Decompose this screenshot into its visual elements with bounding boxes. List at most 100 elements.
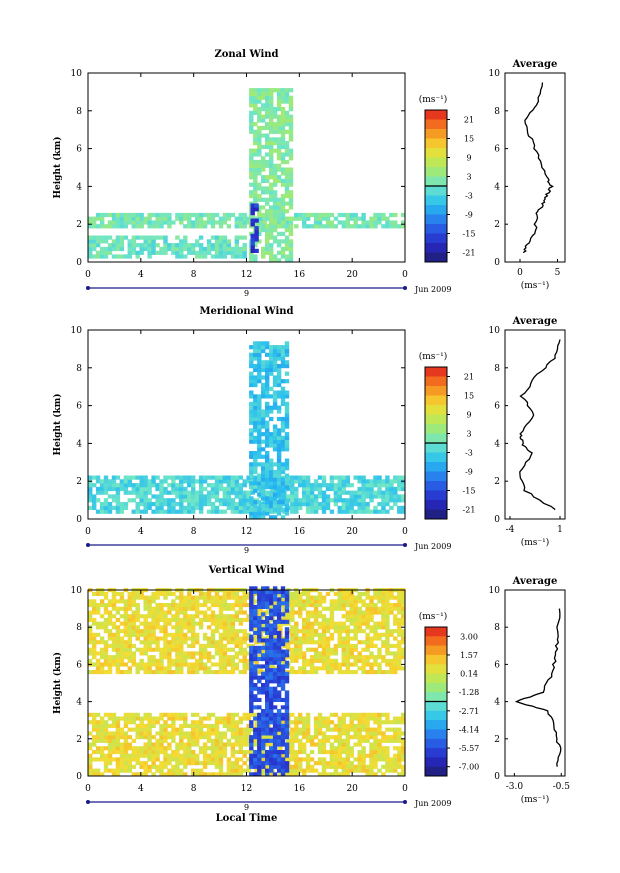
y-tick-label: 6 (76, 145, 82, 155)
heatmap-cell (253, 110, 258, 115)
heatmap-cell (389, 735, 394, 740)
heatmap-cell (269, 141, 274, 146)
heatmap-cell (269, 675, 274, 680)
heatmap-cell (345, 666, 350, 671)
heatmap-cell (365, 486, 370, 492)
heatmap-cell (284, 110, 290, 115)
heatmap-cell (183, 235, 188, 240)
heatmap-cell (269, 197, 274, 202)
heatmap-cell (92, 735, 97, 740)
heatmap-cell (111, 757, 117, 762)
heatmap-cell (284, 761, 290, 766)
heatmap-cell (159, 655, 164, 660)
heatmap-cell (202, 764, 208, 769)
heatmap-cell (401, 742, 406, 747)
heatmap-cell (294, 509, 299, 514)
heatmap-cell (222, 666, 228, 671)
heatmap-cell (337, 483, 342, 488)
heatmap-cell (187, 591, 192, 596)
heatmap-cell (123, 764, 129, 769)
heatmap-cell (401, 772, 406, 777)
heatmap-cell (218, 742, 224, 747)
heatmap-cell (341, 655, 346, 660)
heatmap-cell (284, 742, 290, 747)
heatmap-cell (401, 212, 406, 218)
heatmap-cell (171, 764, 176, 769)
heatmap-cell (230, 606, 236, 611)
heatmap-cell (265, 671, 270, 676)
heatmap-cell (143, 636, 148, 641)
heatmap-cell (131, 753, 136, 758)
heatmap-cell (257, 144, 262, 149)
heatmap-cell (155, 764, 160, 769)
heatmap-cell (302, 216, 307, 221)
heatmap-cell (294, 670, 299, 675)
heatmap-cell (253, 352, 258, 357)
heatmap-cell (261, 454, 266, 459)
heatmap-cell (325, 655, 331, 660)
heatmap-cell (195, 239, 200, 244)
heatmap-cell (218, 509, 224, 514)
heatmap-cell (230, 655, 236, 660)
heatmap-cell (143, 750, 148, 755)
heatmap-cell (265, 409, 270, 414)
heatmap-cell (131, 651, 136, 656)
heatmap-cell (135, 746, 140, 751)
heatmap-cell (269, 653, 274, 658)
heatmap-cell (305, 483, 311, 488)
heatmap-cell (206, 655, 212, 660)
heatmap-cell (345, 224, 350, 229)
heatmap-cell (139, 475, 144, 480)
heatmap-cell (222, 475, 228, 480)
heatmap-cell (191, 614, 196, 619)
heatmap-cell (272, 352, 278, 357)
heatmap-cell (261, 675, 266, 680)
heatmap-cell (214, 220, 220, 225)
heatmap-cell (210, 750, 216, 755)
heatmap-cell (284, 409, 290, 414)
heatmap-cell (257, 768, 262, 773)
heatmap-cell (92, 220, 97, 225)
heatmap-cell (163, 655, 168, 660)
x-tick-label: 4 (138, 784, 144, 794)
average-frame (504, 589, 566, 777)
heatmap-cell (365, 610, 370, 615)
heatmap-cell (253, 750, 258, 755)
heatmap-cell (202, 479, 208, 484)
heatmap-cell (373, 494, 378, 499)
heatmap-cell (171, 643, 176, 648)
heatmap-cell (257, 481, 262, 486)
heatmap-cell (298, 216, 303, 221)
heatmap-cell (218, 640, 224, 645)
heatmap-cell (222, 662, 228, 667)
heatmap-cell (210, 610, 216, 615)
heatmap-cell (369, 629, 374, 634)
heatmap-cell (397, 603, 402, 608)
heatmap-cell (191, 731, 196, 736)
heatmap-cell (269, 750, 274, 755)
heatmap-cell (269, 122, 274, 127)
heatmap-cell (179, 746, 184, 751)
heatmap-cell (284, 360, 290, 365)
heatmap-cell (369, 727, 374, 732)
heatmap-cell (202, 742, 208, 747)
heatmap-cell (119, 502, 125, 507)
heatmap-cell (269, 515, 274, 520)
heatmap-cell (329, 475, 335, 480)
heatmap-cell (284, 144, 290, 149)
heatmap-cell (210, 599, 216, 604)
heatmap-cell (369, 603, 374, 608)
heatmap-cell (234, 764, 239, 769)
heatmap-cell (269, 186, 274, 191)
heatmap-cell (99, 738, 105, 743)
heatmap-cell (159, 651, 164, 656)
heatmap-cell (249, 152, 254, 157)
heatmap-cell (179, 647, 184, 652)
heatmap-cell (265, 679, 270, 684)
heatmap-cell (317, 490, 323, 495)
heatmap-cell (261, 125, 266, 131)
heatmap-cell (381, 757, 386, 762)
heatmap-cell (272, 375, 278, 380)
heatmap-cell (276, 503, 282, 509)
heatmap-cell (179, 494, 184, 499)
